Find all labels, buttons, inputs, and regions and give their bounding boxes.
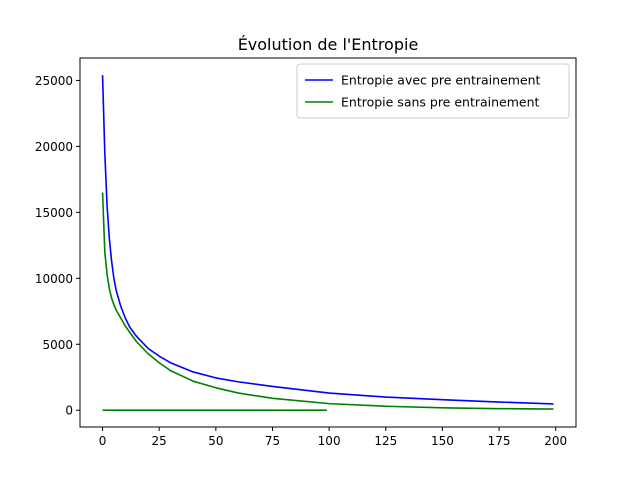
plot-area-frame	[79, 57, 577, 428]
x-tick-label: 50	[208, 434, 223, 448]
y-tick-label: 20000	[35, 140, 73, 154]
legend: Entropie avec pre entrainement Entropie s…	[296, 63, 570, 119]
series-layer	[101, 75, 554, 412]
x-tick-label: 200	[544, 434, 567, 448]
y-tick-label: 25000	[35, 74, 73, 88]
legend-label: Entropie sans pre entrainement	[341, 95, 540, 110]
y-axis: 0 5000 10000 15000 20000 25000	[35, 74, 80, 418]
chart-title: Évolution de l'Entropie	[238, 35, 419, 54]
series-line-0	[101, 75, 554, 405]
x-tick-label: 0	[99, 434, 107, 448]
y-tick-label: 10000	[35, 272, 73, 286]
series-line-1	[101, 192, 554, 410]
x-axis: 0 25 50 75 100 125 150 175 200	[99, 427, 567, 448]
y-tick-label: 5000	[42, 338, 73, 352]
y-tick-label: 15000	[35, 206, 73, 220]
x-tick-label: 75	[265, 434, 280, 448]
x-tick-label: 100	[318, 434, 341, 448]
y-tick-label: 0	[65, 404, 73, 418]
x-tick-label: 25	[152, 434, 167, 448]
x-tick-label: 125	[374, 434, 397, 448]
legend-box	[296, 63, 570, 119]
legend-label: Entropie avec pre entrainement	[341, 73, 541, 88]
x-tick-label: 175	[488, 434, 511, 448]
x-tick-label: 150	[431, 434, 454, 448]
